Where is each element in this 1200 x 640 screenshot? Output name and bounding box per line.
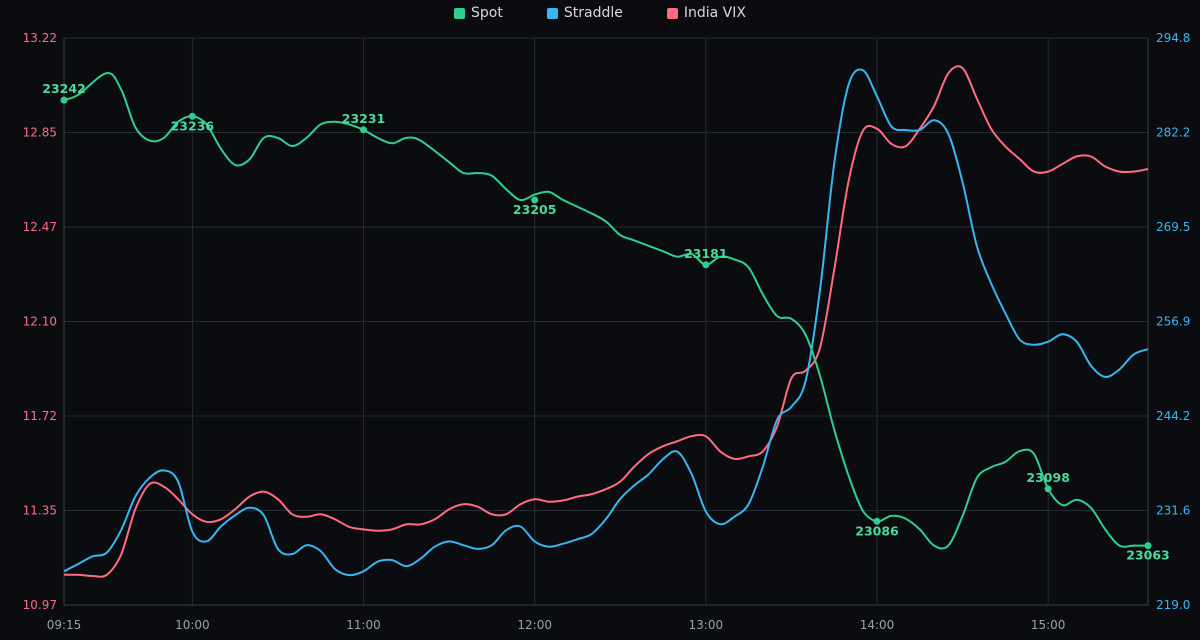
x-tick-label: 11:00 (346, 618, 381, 632)
series-line-spot (63, 72, 1148, 550)
legend-label-spot: Spot (471, 5, 503, 21)
y-left-tick-label: 12.85 (23, 126, 57, 140)
x-tick-label: 13:00 (689, 618, 724, 632)
series-line-straddle (63, 68, 1149, 577)
y-left-tick-label: 10.97 (23, 598, 57, 612)
legend-swatch-spot (454, 7, 466, 19)
y-left-tick-label: 12.47 (23, 220, 57, 234)
annotation-point (531, 196, 539, 204)
annotation-label: 23063 (1126, 548, 1170, 563)
annotation-point (873, 517, 881, 525)
annotation-label: 23098 (1026, 470, 1070, 485)
y-left-tick-label: 11.72 (23, 409, 57, 423)
annotation-point (60, 96, 68, 104)
y-left-tick-label: 11.35 (23, 504, 57, 518)
legend-item-vix[interactable]: India VIX (666, 5, 746, 21)
y-left-tick-label: 12.10 (23, 315, 57, 329)
annotation-point (702, 261, 710, 269)
x-tick-label: 15:00 (1031, 618, 1066, 632)
annotation-point (188, 112, 196, 120)
chart-legend: Spot Straddle India VIX (0, 5, 1200, 21)
y-right-tick-label: 269.5 (1156, 220, 1190, 234)
x-tick-label: 14:00 (860, 618, 895, 632)
annotation-point (360, 126, 368, 134)
annotation-label: 23242 (42, 81, 86, 96)
y-right-tick-label: 282.2 (1156, 126, 1190, 140)
annotation-label: 23086 (855, 523, 899, 538)
legend-item-straddle[interactable]: Straddle (546, 5, 623, 21)
x-tick-label: 09:15 (47, 618, 82, 632)
annotation-label: 23205 (513, 202, 557, 217)
annotation-point (1044, 485, 1052, 493)
y-right-tick-label: 244.2 (1156, 409, 1190, 423)
annotation-label: 23231 (342, 111, 386, 126)
legend-label-vix: India VIX (683, 5, 746, 21)
x-tick-label: 10:00 (175, 618, 210, 632)
legend-swatch-straddle (546, 7, 558, 19)
y-right-tick-label: 294.8 (1156, 31, 1190, 45)
annotation-label: 23236 (171, 118, 215, 133)
y-left-tick-label: 13.22 (23, 31, 57, 45)
y-right-tick-label: 219.0 (1156, 598, 1190, 612)
x-tick-label: 12:00 (517, 618, 552, 632)
y-right-tick-label: 256.9 (1156, 315, 1190, 329)
legend-item-spot[interactable]: Spot (454, 5, 503, 21)
series-line-vix (63, 65, 1149, 578)
legend-label-straddle: Straddle (563, 5, 623, 21)
legend-swatch-vix (666, 7, 678, 19)
annotation-label: 23181 (684, 246, 728, 261)
annotation-point (1144, 542, 1152, 550)
y-right-tick-label: 231.6 (1156, 504, 1190, 518)
